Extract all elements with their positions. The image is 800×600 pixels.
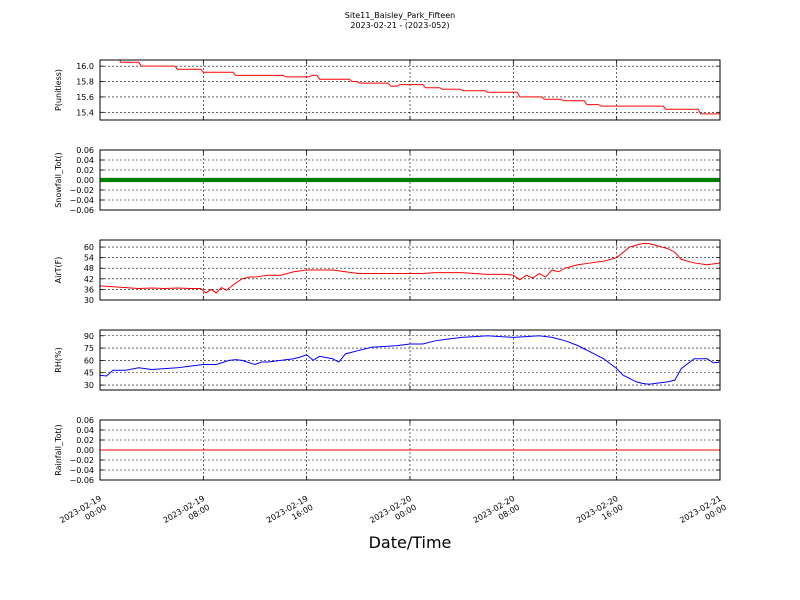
y-tick-label: 48 [84,264,94,273]
y-tick-label: −0.06 [69,206,94,215]
subplot-2: −0.06−0.04−0.020.000.020.040.06 Snowfall_… [54,146,721,215]
y-tick-label: 0.02 [76,436,94,445]
x-axis-label: Date/Time [368,533,452,552]
y-tick-label: −0.02 [69,186,94,195]
y-tick-label: −0.06 [69,476,94,485]
series-line-1 [119,60,720,115]
y-tick-label: 0.00 [76,446,94,455]
y-tick-label: 30 [84,381,94,390]
y-axis-label: AirT(F) [54,257,63,284]
y-tick-label: 0.04 [76,156,94,165]
y-tick-label: 0.06 [76,416,94,425]
x-tick-label: 2023-02-2016:00 [575,494,625,534]
y-tick-label: 75 [84,344,94,353]
y-tick-label: 15.6 [76,93,94,102]
y-tick-label: 15.8 [76,78,94,87]
x-tick-label: 2023-02-2100:00 [678,494,728,534]
y-tick-label: 36 [84,285,94,294]
x-tick-label: 2023-02-1908:00 [162,494,212,534]
y-tick-label: 54 [84,254,94,263]
y-axis-label: Rainfall_Tot() [54,424,63,476]
y-tick-label: 0.06 [76,146,94,155]
data-point [717,177,720,183]
axes-frame [99,59,721,121]
y-tick-label: 16.0 [76,62,94,71]
y-tick-label: 30 [84,296,94,305]
y-tick-label: −0.02 [69,456,94,465]
y-tick-label: 0.04 [76,426,94,435]
x-tick-label: 2023-02-1916:00 [265,494,315,534]
x-tick-label: 2023-02-2000:00 [368,494,418,534]
y-axis-label: RH(%) [54,347,63,372]
chart-subtitle: 2023-02-21 - (2023-052) [350,21,450,30]
y-axis-label: Snowfall_Tot() [54,152,63,208]
axes-frame [99,239,721,301]
y-tick-label: 45 [84,369,94,378]
x-tick-label: 2023-02-2008:00 [472,494,522,534]
x-tick-label: 2023-02-1900:00 [58,494,108,534]
series-line-1 [100,243,720,294]
y-tick-label: 42 [84,275,94,284]
series-1 [100,177,720,183]
chart-title: Site11_Baisley_Park_Fifteen [344,11,456,20]
y-tick-label: 90 [84,332,94,341]
y-axis-label: P(unitless) [54,69,63,111]
subplot-4: 30 45 60 75 90 RH(%) [54,329,721,391]
y-tick-label: 0.00 [76,176,94,185]
y-tick-label: −0.04 [69,466,94,475]
series-line-1 [100,335,720,385]
subplot-1: 15.4 15.6 15.8 16.0 P(unitless) [54,59,721,121]
y-tick-label: −0.04 [69,196,94,205]
axes-frame [99,419,721,481]
y-tick-label: 0.02 [76,166,94,175]
axes-frame [99,329,721,391]
subplot-5: −0.06−0.04−0.020.000.020.040.06 Rainfall_… [54,416,721,485]
y-tick-label: 60 [84,356,94,365]
y-tick-label: 15.4 [76,108,94,117]
axes-frame [99,149,721,211]
y-tick-label: 60 [84,243,94,252]
